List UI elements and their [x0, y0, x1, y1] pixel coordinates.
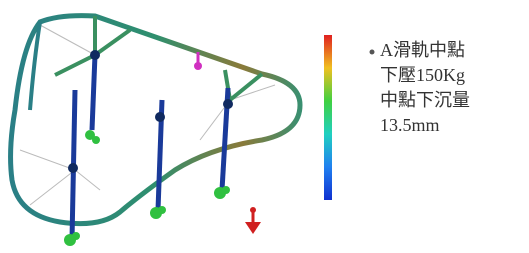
color-scale: [324, 35, 332, 200]
annotation: A滑軌中點 下壓150Kg 中點下沉量 13.5mm: [380, 38, 470, 138]
posts: [72, 55, 228, 240]
thin-braces: [20, 25, 275, 205]
annotation-line: 13.5mm: [380, 113, 470, 138]
annotation-line: A滑軌中點: [380, 38, 470, 63]
page: A滑軌中點 下壓150Kg 中點下沉量 13.5mm (() => { cons…: [0, 0, 529, 253]
cross-members: [55, 16, 262, 100]
annotation-line: 中點下沉量: [380, 88, 470, 113]
frame: [11, 16, 300, 224]
bullet: [370, 50, 375, 55]
load-arrow-red: [245, 207, 261, 234]
annotation-line: 下壓150Kg: [380, 63, 470, 88]
